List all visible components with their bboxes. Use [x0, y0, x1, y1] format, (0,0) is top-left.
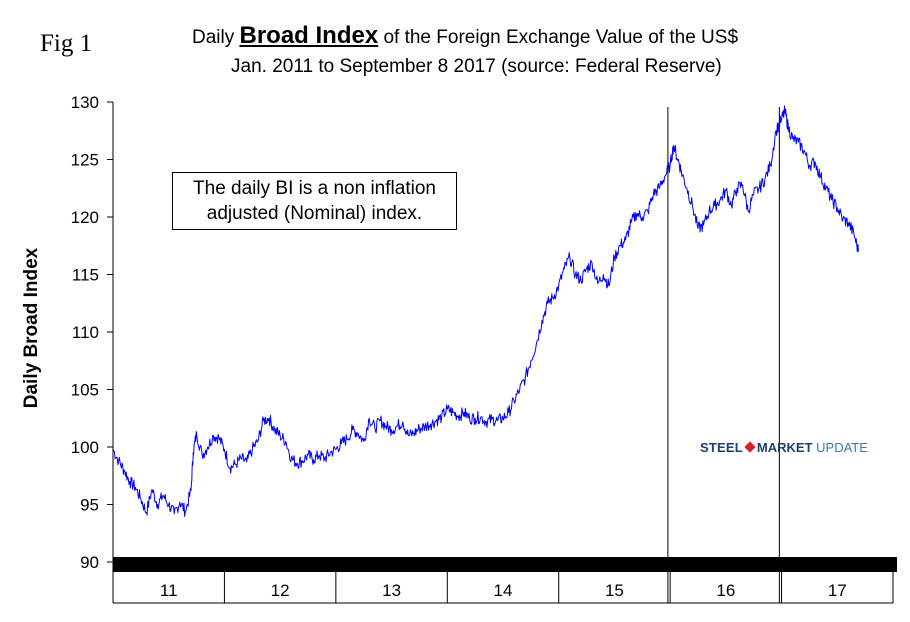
- logo-word-steel: STEEL: [700, 440, 743, 455]
- logo-word-market: MARKET: [756, 440, 813, 455]
- series-line-daily-broad-index: [112, 105, 859, 517]
- x-tick-label: 14: [494, 581, 513, 600]
- x-tick-label: 13: [382, 581, 401, 600]
- x-tick-label: 16: [716, 581, 735, 600]
- title-prefix: Daily: [191, 27, 240, 48]
- chart-subtitle: Jan. 2011 to September 8 2017 (source: F…: [231, 56, 722, 77]
- y-tick-label: 125: [71, 151, 99, 170]
- chart-title: Daily Broad Index of the Foreign Exchang…: [0, 22, 910, 50]
- y-tick-label: 100: [71, 438, 99, 457]
- figure-label: Fig 1: [40, 30, 93, 57]
- y-tick-label: 120: [71, 208, 99, 227]
- y-tick-label: 115: [72, 266, 99, 285]
- title-bold: Broad Index: [239, 22, 379, 49]
- y-axis-label: Daily Broad Index: [21, 247, 42, 408]
- y-tick-label: 90: [80, 553, 99, 572]
- chart-axes: [107, 101, 897, 604]
- logo-word-update: UPDATE: [816, 440, 868, 455]
- steel-market-update-logo: STEEL MARKET UPDATE: [700, 440, 868, 455]
- x-tick-label: 12: [271, 581, 290, 600]
- annotation-box: The daily BI is a non inflation adjusted…: [172, 172, 457, 230]
- y-tick-label: 110: [72, 323, 99, 342]
- x-tick-label: 15: [605, 581, 624, 600]
- y-tick-label: 95: [80, 496, 99, 515]
- x-tick-label: 17: [828, 581, 847, 600]
- y-tick-label: 130: [71, 93, 99, 112]
- logo-diamond-icon: [744, 441, 756, 453]
- title-suffix: of the Foreign Exchange Value of the US$: [378, 27, 739, 48]
- baseline-bar: [113, 557, 897, 572]
- x-tick-label: 11: [160, 581, 178, 600]
- y-tick-labels: 90 95 100 105 110 115 120 125 130: [71, 93, 99, 572]
- y-tick-label: 105: [71, 381, 99, 400]
- x-tick-labels: 11 12 13 14 15 16 17: [160, 581, 847, 600]
- plot-area: [112, 105, 859, 603]
